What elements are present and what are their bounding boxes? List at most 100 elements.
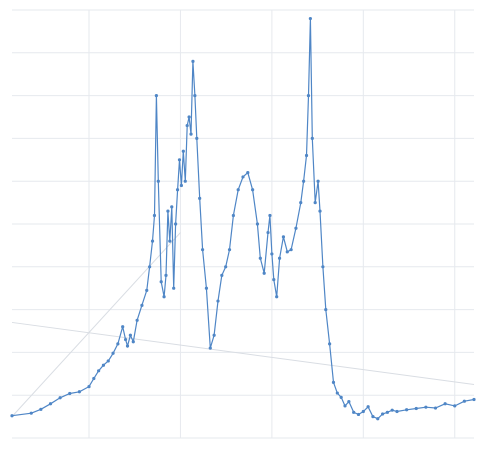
data-point xyxy=(361,409,365,414)
data-point xyxy=(405,408,409,412)
data-point xyxy=(275,295,279,299)
data-point xyxy=(58,396,62,400)
data-point xyxy=(304,153,309,158)
data-point xyxy=(328,342,332,346)
data-point xyxy=(220,273,224,277)
data-point xyxy=(106,359,110,363)
data-point xyxy=(289,248,293,252)
data-point xyxy=(339,395,343,399)
data-point xyxy=(68,391,72,396)
data-point xyxy=(433,406,438,410)
data-point xyxy=(310,136,314,140)
data-point xyxy=(366,405,370,409)
data-point xyxy=(321,265,325,269)
data-point xyxy=(231,213,235,218)
data-point xyxy=(128,333,132,337)
data-point xyxy=(316,179,320,183)
data-point xyxy=(270,252,274,256)
data-point xyxy=(159,280,163,284)
data-point xyxy=(175,188,180,192)
data-point xyxy=(170,205,174,209)
data-point xyxy=(395,409,399,414)
data-point xyxy=(281,235,286,239)
data-point xyxy=(424,405,428,409)
data-point xyxy=(443,402,447,406)
data-point xyxy=(390,408,394,412)
data-point xyxy=(164,273,168,277)
data-point xyxy=(241,175,245,179)
data-point xyxy=(121,325,125,329)
data-point xyxy=(87,385,91,389)
data-point xyxy=(246,171,250,175)
data-point xyxy=(101,363,106,367)
data-point xyxy=(212,333,216,337)
data-point xyxy=(308,16,312,21)
data-point xyxy=(150,239,155,243)
data-point xyxy=(187,115,191,119)
series-line xyxy=(11,18,475,420)
reference-line xyxy=(11,232,181,417)
data-point xyxy=(185,123,189,128)
data-point xyxy=(116,342,120,346)
data-point xyxy=(29,411,33,415)
data-point xyxy=(313,201,317,205)
data-point xyxy=(236,188,240,192)
data-point xyxy=(183,179,187,183)
data-point xyxy=(343,404,347,408)
data-point xyxy=(285,250,289,254)
data-point xyxy=(97,369,101,373)
data-point xyxy=(177,158,182,162)
data-point xyxy=(131,340,135,344)
data-point xyxy=(208,346,212,350)
data-point xyxy=(48,402,53,406)
data-point xyxy=(195,136,199,140)
data-point xyxy=(168,239,172,243)
data-point xyxy=(299,201,303,205)
data-point xyxy=(174,222,178,226)
data-point xyxy=(255,222,260,226)
data-point xyxy=(92,376,96,381)
data-point xyxy=(39,407,43,411)
data-point xyxy=(356,412,361,417)
data-point xyxy=(347,400,351,404)
data-point xyxy=(227,248,232,252)
data-point xyxy=(472,397,476,402)
data-point xyxy=(125,344,130,348)
data-point xyxy=(204,286,209,290)
data-point xyxy=(154,94,158,98)
data-point xyxy=(324,308,328,312)
data-point xyxy=(140,303,144,307)
data-point xyxy=(335,391,339,395)
data-point xyxy=(262,271,266,275)
data-point xyxy=(266,230,270,235)
data-point xyxy=(352,410,356,414)
data-point xyxy=(191,59,195,63)
data-point xyxy=(152,213,157,218)
data-point xyxy=(216,299,220,303)
data-point xyxy=(123,337,128,342)
data-point xyxy=(453,404,457,408)
data-point xyxy=(77,390,81,394)
data-point xyxy=(302,179,306,183)
data-point xyxy=(251,188,255,192)
data-point xyxy=(189,132,193,136)
data-point xyxy=(145,288,149,292)
data-point xyxy=(331,380,336,384)
data-point xyxy=(172,286,176,290)
data-point xyxy=(318,209,322,213)
data-point xyxy=(193,94,197,98)
data-point xyxy=(306,94,311,98)
data-point xyxy=(162,295,166,299)
data-point xyxy=(268,213,272,218)
data-point xyxy=(111,351,115,355)
data-point xyxy=(258,256,262,260)
data-point xyxy=(200,248,205,252)
data-point xyxy=(380,412,385,416)
data-point xyxy=(148,265,152,269)
data-point xyxy=(385,410,389,414)
data-point xyxy=(198,196,202,200)
reference-line xyxy=(11,321,475,385)
data-point xyxy=(414,406,418,411)
